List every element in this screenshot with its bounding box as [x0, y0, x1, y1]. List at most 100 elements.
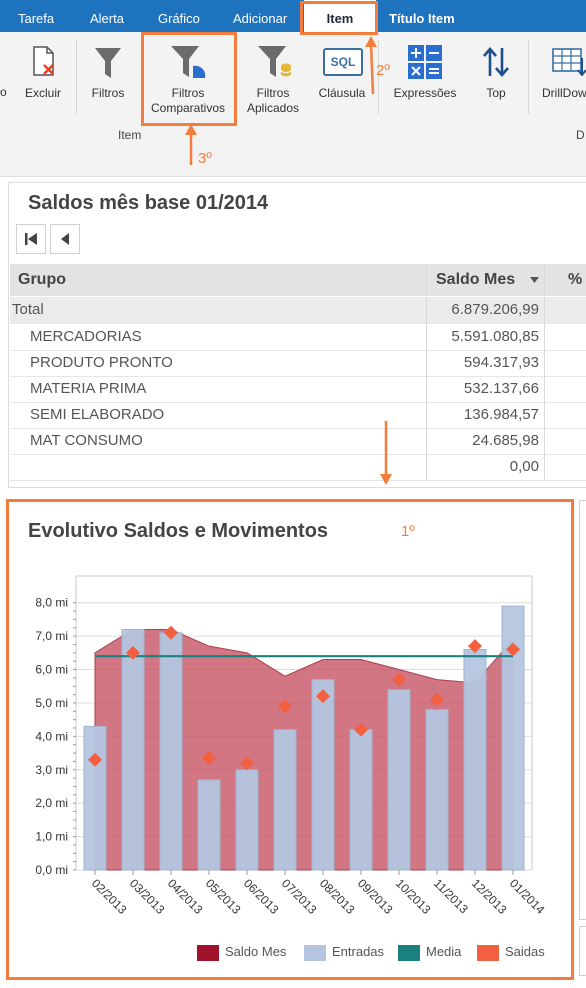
cell-grupo: SEMI ELABORADO — [30, 406, 165, 423]
ribbon-button-partial-label: o — [0, 85, 7, 99]
y-tick-label: 3,0 mi — [35, 763, 68, 777]
sql-icon-text: SQL — [330, 55, 356, 69]
legend-swatch — [304, 944, 326, 961]
cell-grupo: PRODUTO PRONTO — [30, 354, 173, 371]
legend-item-saldo-mes: Saldo Mes — [197, 944, 286, 964]
top-tab-bar: Tarefa Alerta Gráfico Adicionar Item Tít… — [0, 0, 586, 32]
filtros-aplicados-button[interactable]: Filtros Aplicados — [240, 44, 306, 120]
point-saidas — [240, 756, 254, 771]
excluir-label: Excluir — [24, 86, 61, 100]
drilldown-label: DrillDow — [542, 86, 586, 100]
annotation-box-filtros-comparativos — [141, 32, 237, 126]
cell-grupo: MERCADORIAS — [30, 328, 142, 345]
sort-desc-icon[interactable] — [530, 277, 539, 283]
legend-swatch — [477, 944, 499, 961]
tab-titulo-item[interactable]: Título Item — [389, 11, 455, 26]
tab-alerta[interactable]: Alerta — [90, 11, 124, 26]
legend-label: Saidas — [505, 944, 545, 959]
cell-grupo: MAT CONSUMO — [30, 432, 143, 449]
column-header-percent[interactable]: % — [568, 271, 583, 288]
ribbon-bottom-strip — [0, 148, 586, 177]
right-side-panel — [579, 500, 586, 920]
chart-panel-title: Evolutivo Saldos e Movimentos — [28, 520, 329, 542]
tab-adicionar[interactable]: Adicionar — [233, 11, 288, 26]
expressions-icon — [408, 45, 442, 79]
point-saidas — [506, 642, 520, 657]
column-divider — [426, 297, 427, 481]
legend-item-saidas: Saidas — [477, 944, 545, 964]
point-saidas — [392, 672, 406, 687]
drilldown-button[interactable]: DrillDow — [540, 44, 586, 106]
column-divider — [544, 264, 545, 296]
clausula-button[interactable]: SQL Cláusula — [312, 44, 372, 106]
sort-arrows-icon — [483, 47, 509, 77]
y-tick-label: 8,0 mi — [35, 596, 68, 610]
y-tick-label: 1,0 mi — [35, 830, 68, 844]
legend-item-entradas: Entradas — [304, 944, 384, 964]
annotation-step-3: 3º — [198, 150, 212, 167]
tab-item[interactable]: Item — [304, 0, 376, 32]
filtros-aplicados-label: Filtros Aplicados — [246, 86, 300, 115]
table-row[interactable]: MERCADORIAS 5.591.080,85 — [10, 324, 586, 351]
legend-label: Entradas — [332, 944, 385, 959]
column-divider — [426, 264, 427, 296]
cell-saldo: 24.685,98 — [472, 432, 539, 449]
table-row[interactable]: 0,00 — [10, 454, 586, 481]
excluir-button[interactable]: Excluir — [20, 44, 66, 106]
top-button[interactable]: Top — [476, 44, 516, 106]
ribbon-separator — [378, 40, 379, 114]
point-saidas — [430, 692, 444, 707]
filtros-button[interactable]: Filtros — [86, 44, 130, 106]
point-saidas — [88, 752, 102, 767]
filter-icon — [95, 48, 121, 78]
y-tick-label: 6,0 mi — [35, 663, 68, 677]
filtros-comparativos-button[interactable]: Filtros Comparativos — [143, 44, 233, 120]
cell-saldo: 136.984,57 — [463, 406, 539, 423]
expressoes-button[interactable]: Expressões — [386, 44, 464, 106]
point-saidas — [354, 722, 368, 737]
cell-saldo: 5.591.080,85 — [451, 328, 539, 345]
y-tick-label: 7,0 mi — [35, 629, 68, 643]
ribbon-separator — [76, 40, 77, 114]
legend-label: Saldo Mes — [225, 944, 287, 959]
column-header-saldo-mes[interactable]: Saldo Mes — [436, 271, 516, 288]
table-panel-title: Saldos mês base 01/2014 — [28, 192, 269, 214]
right-side-panel-bottom — [579, 926, 586, 976]
annotation-box-chart — [6, 499, 574, 980]
drilldown-icon — [552, 48, 586, 76]
ribbon-separator — [528, 40, 529, 114]
first-page-icon — [25, 233, 37, 245]
ribbon-button-partial[interactable]: o — [0, 85, 7, 100]
legend-swatch — [197, 944, 219, 961]
cell-grupo: Total — [12, 301, 44, 318]
point-saidas — [126, 645, 140, 660]
annotation-box-item-tab — [300, 1, 378, 35]
table-panel — [8, 182, 586, 488]
filter-comparative-icon — [171, 46, 206, 78]
column-header-grupo[interactable]: Grupo — [18, 271, 66, 288]
legend-swatch — [398, 944, 420, 961]
ribbon-group-label-right: D — [576, 128, 585, 142]
tab-tarefa[interactable]: Tarefa — [18, 11, 55, 26]
point-saidas — [202, 751, 216, 766]
filter-applied-icon — [258, 46, 292, 77]
column-divider — [544, 297, 545, 481]
first-page-button[interactable] — [16, 224, 46, 254]
table-row-total[interactable]: Total 6.879.206,99 — [10, 297, 586, 324]
legend-item-media: Media — [398, 944, 461, 964]
table-row[interactable]: SEMI ELABORADO 136.984,57 — [10, 402, 586, 429]
ribbon-group-label: Item — [118, 128, 142, 142]
table-row[interactable]: MAT CONSUMO 24.685,98 — [10, 428, 586, 455]
cell-saldo: 532.137,66 — [463, 380, 539, 397]
prev-page-button[interactable] — [50, 224, 80, 254]
top-label: Top — [486, 86, 506, 100]
cell-grupo: MATERIA PRIMA — [30, 380, 147, 397]
point-saidas — [468, 639, 482, 654]
legend-label: Media — [426, 944, 462, 959]
point-saidas — [278, 699, 292, 714]
chart: 0,0 mi 1,0 mi 2,0 mi 3,0 mi 4,0 mi 5,0 mi 6,0 … — [35, 575, 548, 917]
tab-grafico[interactable]: Gráfico — [158, 11, 200, 26]
table-row[interactable]: PRODUTO PRONTO 594.317,93 — [10, 350, 586, 377]
table-row[interactable]: MATERIA PRIMA 532.137,66 — [10, 376, 586, 403]
